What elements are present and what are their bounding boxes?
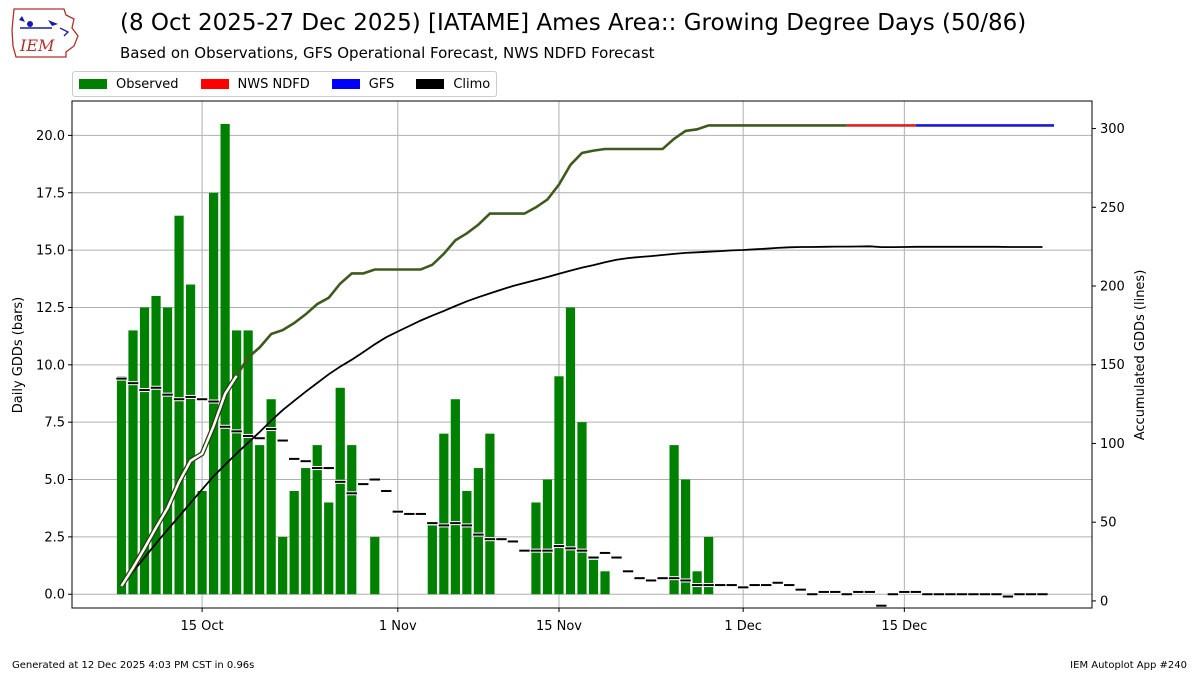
observed-bar: [312, 445, 322, 595]
right-tick-label: 250: [1100, 201, 1125, 216]
legend-label-climo: Climo: [453, 76, 491, 92]
observed-bar: [151, 296, 161, 595]
observed-bar: [450, 399, 460, 595]
left-tick-label: 12.5: [36, 301, 65, 316]
chart-title: (8 Oct 2025-27 Dec 2025) [IATAME] Ames A…: [120, 10, 1027, 36]
right-tick-label: 200: [1100, 280, 1125, 295]
x-tick-label: 1 Dec: [724, 619, 762, 634]
left-tick-label: 17.5: [36, 186, 65, 201]
observed-bar: [565, 307, 576, 595]
legend-label-observed: Observed: [116, 76, 179, 92]
legend-swatch-climo: [416, 79, 445, 89]
generated-timestamp: Generated at 12 Dec 2025 4:03 PM CST in …: [12, 660, 255, 671]
x-tick-label: 15 Oct: [181, 619, 224, 634]
observed-bar: [289, 491, 299, 595]
climo-accum-line: [120, 245, 1043, 587]
right-axis-label: Accumulated GDDs (lines): [1133, 270, 1148, 441]
observed-bar: [174, 215, 184, 595]
legend-swatch-observed: [79, 79, 107, 89]
observed-bar: [427, 525, 437, 595]
left-tick-label: 15.0: [36, 244, 65, 259]
x-axis-ticks: 15 Oct 1 Nov 15 Nov 1 Dec 15 Dec: [181, 608, 927, 634]
observed-bar: [554, 376, 564, 595]
observed-bar: [243, 330, 253, 595]
x-tick-label: 15 Dec: [881, 619, 927, 634]
observed-bar: [542, 479, 553, 595]
accumulated-lines: [119, 124, 1054, 588]
observed-bar: [531, 502, 541, 595]
observed-bar: [704, 536, 714, 595]
left-tick-label: 0.0: [44, 588, 65, 603]
observed-bar: [669, 445, 679, 595]
legend-swatch-gfs: [331, 79, 360, 89]
iem-logo: IEM: [11, 8, 79, 58]
observed-bar: [255, 445, 265, 595]
observed-bar: [577, 422, 587, 595]
right-tick-label: 0: [1100, 594, 1108, 609]
observed-bar: [220, 123, 230, 595]
logo-text: IEM: [19, 36, 55, 55]
observed-bar: [335, 387, 345, 595]
legend-item-climo: Climo: [416, 77, 490, 92]
observed-bar: [370, 536, 380, 595]
observed-bar: [232, 330, 242, 595]
legend-label-ndfd: NWS NDFD: [237, 76, 310, 92]
left-tick-label: 10.0: [36, 358, 65, 373]
right-tick-label: 150: [1100, 358, 1125, 373]
left-tick-label: 2.5: [44, 530, 65, 545]
right-axis-ticks: 0 50 100 150 200 250 300: [1092, 122, 1125, 609]
observed-accum-line: [235, 124, 847, 377]
observed-bar: [162, 307, 173, 595]
left-tick-label: 20.0: [36, 129, 65, 144]
observed-bar: [600, 571, 610, 595]
observed-bar: [197, 491, 207, 595]
observed-bars: [116, 123, 714, 595]
left-tick-label: 5.0: [44, 473, 65, 488]
legend-label-gfs: GFS: [368, 76, 395, 92]
observed-bar: [324, 502, 334, 595]
right-tick-label: 100: [1100, 437, 1125, 452]
observed-bar: [588, 559, 599, 595]
app-label: IEM Autoplot App #240: [1070, 660, 1187, 671]
observed-bar: [462, 491, 472, 595]
observed-bar: [473, 468, 483, 595]
left-axis-label: Daily GDDs (bars): [11, 297, 26, 414]
x-tick-label: 15 Nov: [536, 619, 582, 634]
observed-bar: [185, 284, 196, 595]
climo-daily-marks: [116, 376, 1048, 608]
legend-item-gfs: GFS: [331, 76, 395, 92]
observed-accum-halo-inner: [120, 375, 238, 587]
observed-bar: [681, 479, 691, 595]
legend-item-ndfd: NWS NDFD: [200, 76, 310, 92]
observed-bar: [208, 192, 219, 595]
observed-bar: [116, 376, 127, 595]
observed-bar: [128, 330, 138, 595]
left-axis-ticks: 0.0 2.5 5.0 7.5 10.0 12.5 15.0 17.5 20.0: [36, 129, 72, 603]
right-tick-label: 300: [1100, 122, 1125, 137]
plot-frame: [71, 100, 1093, 609]
observed-bar: [485, 433, 495, 595]
observed-bar: [266, 399, 276, 595]
observed-bar: [278, 536, 288, 595]
right-tick-label: 50: [1100, 516, 1117, 531]
observed-bar: [301, 468, 311, 595]
chart-subtitle: Based on Observations, GFS Operational F…: [120, 44, 655, 62]
legend-item-observed: Observed: [79, 77, 179, 92]
observed-bar: [347, 445, 357, 595]
legend: Observed NWS NDFD GFS Climo: [72, 71, 498, 97]
observed-bar: [139, 307, 150, 595]
left-tick-label: 7.5: [44, 416, 65, 431]
observed-bar: [439, 433, 449, 595]
x-tick-label: 1 Nov: [379, 619, 417, 634]
observed-bar: [692, 571, 702, 595]
legend-swatch-ndfd: [200, 79, 229, 89]
